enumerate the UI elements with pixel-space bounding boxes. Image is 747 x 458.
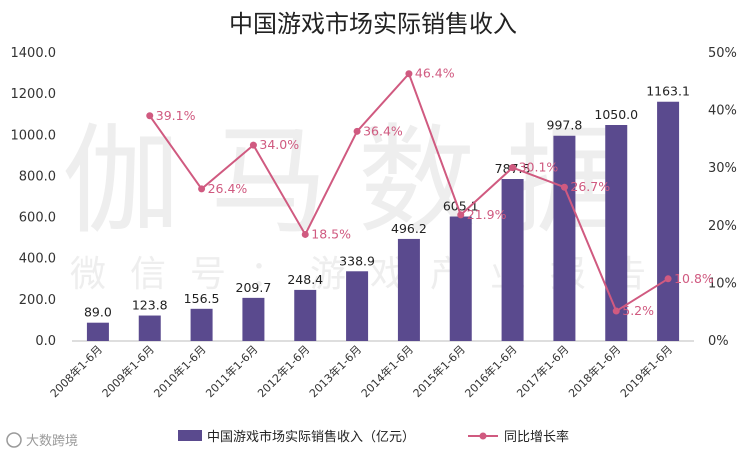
growth-data-label: 39.1% bbox=[156, 108, 196, 123]
legend-line-label: 同比增长率 bbox=[504, 429, 569, 445]
bar-data-label: 496.2 bbox=[391, 221, 427, 236]
x-tick-label: 2012年1-6月 bbox=[254, 342, 312, 400]
x-tick-label: 2017年1-6月 bbox=[514, 342, 572, 400]
bar-data-label: 1050.0 bbox=[594, 107, 638, 122]
x-tick-label: 2014年1-6月 bbox=[358, 342, 416, 400]
growth-data-label: 5.2% bbox=[622, 303, 654, 318]
x-tick-label: 2011年1-6月 bbox=[203, 342, 261, 400]
growth-data-label: 10.8% bbox=[674, 271, 714, 286]
x-tick-label: 2019年1-6月 bbox=[617, 342, 675, 400]
growth-data-label: 21.9% bbox=[467, 207, 507, 222]
bar-data-label: 209.7 bbox=[236, 280, 272, 295]
y-left-tick-label: 1400.0 bbox=[11, 46, 57, 61]
x-tick-label: 2016年1-6月 bbox=[462, 342, 520, 400]
bar-data-labels: 89.0123.8156.5209.7248.4338.9496.2605.17… bbox=[84, 84, 690, 320]
y-left-tick-label: 600.0 bbox=[19, 211, 56, 226]
growth-data-label: 30.1% bbox=[519, 160, 559, 175]
growth-point bbox=[146, 112, 154, 120]
bar bbox=[657, 101, 680, 342]
growth-data-label: 26.7% bbox=[570, 179, 610, 194]
y-left-tick-label: 1000.0 bbox=[11, 128, 57, 143]
bar-data-label: 1163.1 bbox=[646, 84, 690, 99]
growth-data-label: 26.4% bbox=[208, 181, 248, 196]
growth-point bbox=[664, 275, 672, 283]
y-axis-right: 0% 10% 20% 30% 40% 50% bbox=[708, 46, 737, 349]
line-series: 39.1% 26.4% 34.0% 18.5% 36.4% 46.4% 21.9% 30.1%… bbox=[146, 66, 714, 318]
x-axis-ticks: 2008年1-6月2009年1-6月2010年1-6月2011年1-6月2012… bbox=[47, 342, 675, 400]
x-tick-label: 2013年1-6月 bbox=[306, 342, 364, 400]
bar bbox=[449, 216, 472, 341]
x-tick-label: 2009年1-6月 bbox=[99, 342, 157, 400]
growth-data-label: 46.4% bbox=[415, 66, 455, 81]
growth-point bbox=[560, 183, 568, 191]
y-right-tick-label: 0% bbox=[708, 334, 729, 349]
bar bbox=[501, 179, 524, 341]
growth-point bbox=[249, 141, 257, 149]
y-left-tick-label: 400.0 bbox=[19, 252, 56, 267]
bar-data-label: 605.1 bbox=[443, 199, 479, 214]
logo-text: 大数跨境 bbox=[26, 434, 78, 449]
bar-data-label: 89.0 bbox=[84, 305, 112, 320]
chart-title: 中国游戏市场实际销售收入 bbox=[229, 10, 517, 38]
y-left-tick-label: 200.0 bbox=[19, 293, 56, 308]
bar bbox=[605, 125, 628, 341]
y-left-tick-label: 800.0 bbox=[19, 169, 56, 184]
growth-point bbox=[405, 70, 413, 78]
logo-mark-icon bbox=[6, 432, 22, 448]
bar-data-label: 123.8 bbox=[132, 298, 168, 313]
watermark-main: 伽马数据 bbox=[62, 112, 654, 250]
bar bbox=[553, 135, 576, 341]
x-tick-label: 2015年1-6月 bbox=[410, 342, 468, 400]
growth-point bbox=[509, 164, 517, 172]
y-right-tick-label: 40% bbox=[708, 104, 737, 119]
y-left-tick-label: 1200.0 bbox=[11, 87, 57, 102]
growth-data-label: 36.4% bbox=[363, 123, 403, 138]
growth-point bbox=[353, 127, 361, 135]
legend-bar-label: 中国游戏市场实际销售收入（亿元） bbox=[207, 429, 415, 445]
y-right-tick-label: 50% bbox=[708, 46, 737, 61]
x-tick-label: 2018年1-6月 bbox=[565, 342, 623, 400]
bar bbox=[397, 238, 420, 341]
y-left-tick-label: 0.0 bbox=[35, 334, 56, 349]
bar-series bbox=[86, 101, 680, 342]
x-tick-label: 2010年1-6月 bbox=[151, 342, 209, 400]
legend-line-marker bbox=[479, 432, 487, 440]
bar bbox=[242, 297, 265, 341]
y-right-tick-label: 10% bbox=[708, 276, 737, 291]
bar-data-label: 338.9 bbox=[339, 253, 375, 268]
growth-point bbox=[457, 211, 465, 219]
growth-data-label: 34.0% bbox=[259, 137, 299, 152]
corner-logo: 大数跨境 bbox=[6, 432, 78, 449]
legend-bar-swatch bbox=[178, 430, 202, 441]
bar bbox=[138, 315, 161, 341]
bar bbox=[86, 322, 109, 341]
y-right-tick-label: 20% bbox=[708, 219, 737, 234]
bar bbox=[346, 271, 369, 341]
bar-data-label: 156.5 bbox=[184, 291, 220, 306]
bar-data-label: 248.4 bbox=[287, 272, 323, 287]
y-right-tick-label: 30% bbox=[708, 161, 737, 176]
growth-point bbox=[612, 307, 620, 315]
bar bbox=[190, 308, 213, 341]
bar bbox=[294, 289, 317, 341]
growth-data-label: 18.5% bbox=[311, 226, 351, 241]
legend: 中国游戏市场实际销售收入（亿元） 同比增长率 bbox=[178, 429, 569, 445]
bar-data-label: 997.8 bbox=[547, 118, 583, 133]
y-axis-left: 0.0 200.0 400.0 600.0 800.0 1000.0 1200.0 1400.… bbox=[11, 46, 57, 349]
growth-point bbox=[301, 230, 309, 238]
x-tick-label: 2008年1-6月 bbox=[47, 342, 105, 400]
growth-point bbox=[198, 185, 206, 193]
